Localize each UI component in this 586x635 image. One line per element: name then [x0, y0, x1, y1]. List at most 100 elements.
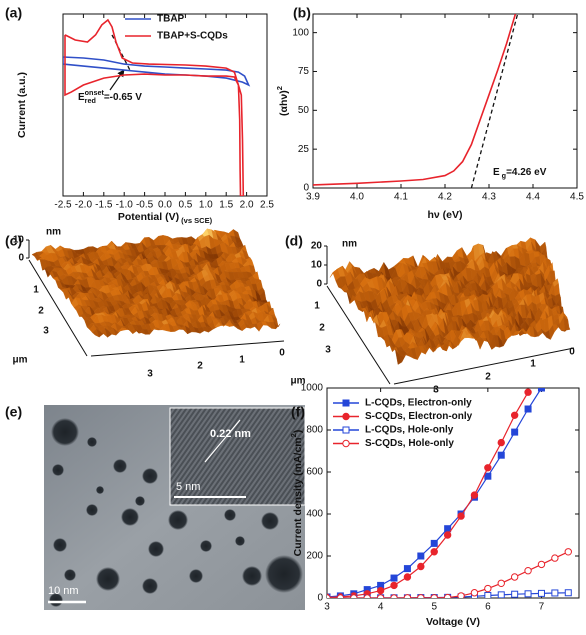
marker [524, 590, 532, 598]
y-tick-label: 0 [317, 593, 323, 604]
y-axis-title: Current density (mA/cm2) [289, 430, 304, 557]
x-tick-label: -2.0 [75, 200, 93, 211]
text-part: (αhν) [278, 90, 290, 116]
x-tick-label: 1 [530, 359, 536, 370]
x-tick-label: 0 [279, 348, 285, 359]
x-tick-label: 4.3 [482, 192, 496, 203]
panel-label: (c) [5, 233, 22, 249]
nanoparticle [265, 555, 303, 593]
x-tick-label: 3 [324, 602, 330, 613]
marker [470, 491, 479, 499]
x-tick-label: 2.0 [240, 200, 254, 211]
nanoparticle [53, 538, 67, 552]
legend-label: S-CQDs, Electron-only [365, 411, 473, 422]
nanoparticle [200, 540, 212, 552]
y-tick-label: 100 [292, 27, 309, 38]
panel-label: (f) [291, 404, 305, 420]
marker [430, 594, 438, 598]
marker [342, 426, 350, 434]
marker [342, 412, 350, 421]
nanoparticle [242, 566, 262, 586]
lattice-label: 0.22 nm [210, 428, 251, 440]
nanoparticle [142, 578, 158, 594]
data-line [63, 56, 251, 87]
marker [564, 589, 572, 597]
x-axis-title: Potential (V) (vs SCE) [118, 211, 213, 225]
y-tick-label: 600 [306, 467, 323, 478]
z-tick-label: 0 [316, 279, 322, 290]
panel-label: (a) [5, 5, 22, 21]
x-tick-label: 1.5 [219, 200, 233, 211]
x-tick-label: -1.0 [116, 200, 134, 211]
marker [390, 574, 398, 582]
marker [457, 592, 465, 598]
text-part: ) [292, 430, 304, 434]
lattice-marker [204, 419, 241, 463]
marker [537, 589, 545, 597]
x-tick-label: 1.0 [199, 200, 213, 211]
plot-frame [62, 13, 268, 197]
x-tick-label: 2 [485, 372, 491, 383]
legend-label: L-CQDs, Hole-only [365, 425, 454, 436]
text-part: (vs SCE) [181, 216, 213, 225]
text-part: 2 [275, 86, 284, 90]
text-part: =4.26 eV [506, 167, 547, 178]
marker [497, 579, 505, 587]
marker [537, 560, 546, 569]
z-tick-label: 10 [311, 260, 323, 271]
inset-scale-label: 5 nm [176, 481, 200, 493]
nanoparticle [86, 504, 98, 516]
marker [457, 512, 465, 520]
x-tick-label: 4.0 [350, 192, 364, 203]
y-tick-label: 1 [33, 285, 39, 296]
marker [417, 552, 425, 560]
x-axis-title: hν (eV) [427, 209, 462, 221]
marker [511, 590, 519, 598]
marker [537, 388, 545, 392]
y-tick-label: 400 [306, 509, 323, 520]
fit-line [470, 14, 519, 188]
legend-label: TBAP+S-CQDs [157, 31, 228, 42]
y-tick-label: 1 [314, 301, 320, 312]
marker [444, 525, 452, 533]
marker [403, 573, 412, 581]
text-part: E [78, 92, 85, 103]
nanoparticle [142, 468, 158, 484]
marker [524, 405, 532, 413]
nanoparticle [96, 486, 104, 494]
marker [497, 591, 505, 598]
nanoparticle [113, 459, 127, 473]
marker [564, 548, 572, 556]
marker [403, 594, 412, 598]
marker [403, 565, 411, 573]
z-axis-unit: nm [46, 227, 61, 238]
surface-plot [31, 228, 281, 338]
marker [497, 438, 505, 447]
text-part: Current density (mA/cm [292, 437, 304, 556]
nanoparticle [51, 418, 79, 446]
surface-facet [273, 321, 281, 330]
x-tick-label: -2.5 [54, 200, 72, 211]
x-axis [393, 347, 575, 385]
nanoparticle [49, 593, 63, 607]
x-tick-label: 2.5 [260, 200, 274, 211]
plot-frame [326, 387, 580, 599]
marker [430, 548, 438, 556]
x-tick-label: 5 [431, 602, 437, 613]
axis-unit: μm [12, 355, 27, 366]
y-axis-title: Current (a.u.) [16, 72, 28, 138]
nanoparticle [87, 437, 97, 447]
y-axis [326, 285, 391, 385]
marker [363, 594, 371, 598]
text-part: 2 [289, 433, 298, 437]
panel-label: (e) [5, 404, 22, 420]
y-tick-label: 75 [298, 66, 310, 77]
inset-image [169, 407, 306, 506]
text-part: =-0.65 V [104, 92, 142, 103]
x-tick-label: 1 [239, 355, 245, 366]
marker [430, 539, 438, 547]
